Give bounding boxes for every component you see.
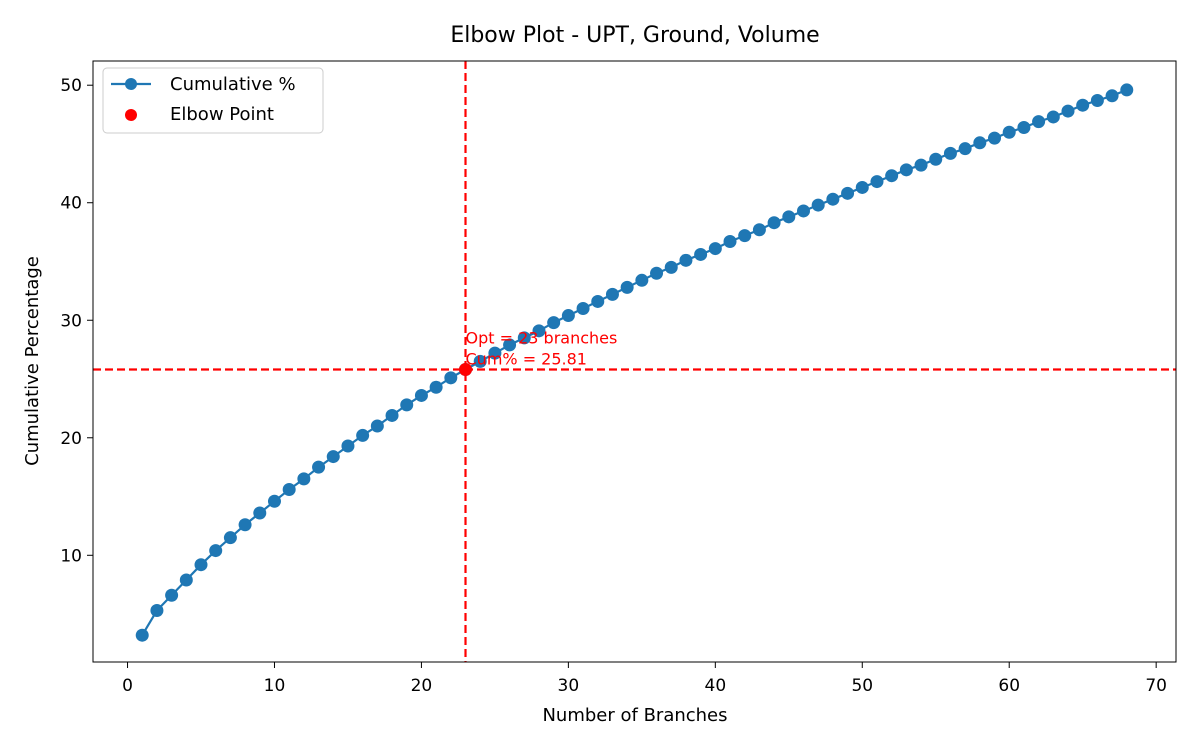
data-point <box>370 419 384 433</box>
data-point <box>473 354 487 368</box>
y-axis-label: Cumulative Percentage <box>22 256 43 466</box>
legend-label-cumulative: Cumulative % <box>170 74 296 95</box>
data-point <box>855 180 869 194</box>
data-point <box>841 186 855 200</box>
data-point <box>312 460 326 474</box>
data-point <box>708 242 722 256</box>
elbow-point-marker <box>459 362 473 376</box>
data-point <box>209 544 223 558</box>
data-point <box>223 531 237 545</box>
data-point <box>503 338 517 352</box>
y-axis: 10 20 30 40 50 <box>60 76 93 566</box>
data-point <box>341 439 355 453</box>
data-point <box>620 280 634 294</box>
data-point <box>1046 110 1060 124</box>
data-point <box>1017 121 1031 135</box>
data-point <box>1061 104 1075 118</box>
x-axis: 0 10 20 30 40 50 60 70 <box>122 662 1167 696</box>
data-point <box>532 324 546 338</box>
data-point <box>238 518 252 532</box>
data-point <box>635 273 649 287</box>
data-point <box>1076 98 1090 112</box>
data-point <box>561 309 575 323</box>
data-point <box>282 482 296 496</box>
data-point <box>664 260 678 274</box>
data-point <box>150 604 164 618</box>
data-point <box>1002 125 1016 139</box>
y-tick-label: 10 <box>60 546 82 566</box>
data-point <box>929 152 943 166</box>
plot-area: Opt = 23 branches Cum% = 25.81 <box>93 61 1176 662</box>
data-point <box>356 428 370 442</box>
data-point <box>885 169 899 183</box>
data-point <box>723 235 737 249</box>
y-tick-label: 20 <box>60 429 82 449</box>
data-point <box>414 388 428 402</box>
data-point <box>165 588 179 602</box>
data-point <box>752 223 766 237</box>
data-point <box>547 316 561 330</box>
data-point <box>811 198 825 212</box>
x-tick-label: 40 <box>705 676 727 696</box>
data-point <box>870 175 884 189</box>
chart-title: Elbow Plot - UPT, Ground, Volume <box>450 23 819 48</box>
data-point <box>605 287 619 301</box>
x-tick-label: 10 <box>264 676 286 696</box>
y-tick-label: 30 <box>60 311 82 331</box>
legend-marker-elbow <box>125 109 137 121</box>
data-point <box>1032 115 1046 129</box>
data-point <box>429 380 443 394</box>
data-point <box>179 573 193 587</box>
data-point <box>444 371 458 385</box>
x-tick-label: 70 <box>1145 676 1167 696</box>
data-point <box>517 331 531 345</box>
data-point <box>1090 93 1104 107</box>
data-point <box>958 142 972 156</box>
x-tick-label: 60 <box>998 676 1020 696</box>
data-point <box>796 204 810 218</box>
legend-box <box>102 67 324 134</box>
x-tick-label: 0 <box>122 676 133 696</box>
x-axis-label: Number of Branches <box>542 705 727 726</box>
data-point <box>988 131 1002 145</box>
data-point <box>943 146 957 160</box>
x-tick-label: 30 <box>558 676 580 696</box>
annotation-opt: Opt = 23 branches <box>466 328 618 347</box>
data-point <box>488 346 502 360</box>
y-tick-label: 40 <box>60 194 82 214</box>
data-point <box>194 558 208 572</box>
data-point <box>1120 83 1134 97</box>
data-point <box>650 266 664 280</box>
data-point <box>135 628 149 642</box>
data-point <box>973 136 987 150</box>
data-point <box>767 216 781 230</box>
data-point <box>326 450 340 464</box>
plot-frame <box>92 60 1177 663</box>
y-tick-label: 50 <box>60 76 82 96</box>
legend-marker-cumulative <box>125 78 137 90</box>
x-tick-label: 50 <box>851 676 873 696</box>
data-point <box>738 229 752 243</box>
legend: Cumulative % Elbow Point <box>102 67 324 134</box>
data-point <box>679 253 693 267</box>
data-point <box>591 294 605 308</box>
data-point <box>782 210 796 224</box>
data-point <box>914 158 928 172</box>
data-point <box>826 192 840 206</box>
data-point <box>253 506 267 520</box>
data-point <box>1105 89 1119 103</box>
data-point <box>267 494 281 508</box>
data-point <box>576 301 590 315</box>
data-point <box>385 408 399 422</box>
legend-label-elbow: Elbow Point <box>170 104 274 125</box>
x-tick-label: 20 <box>411 676 433 696</box>
annotation-cum: Cum% = 25.81 <box>466 349 587 368</box>
data-point <box>400 398 414 412</box>
data-point <box>899 163 913 177</box>
data-point <box>694 247 708 261</box>
data-point <box>297 472 311 486</box>
